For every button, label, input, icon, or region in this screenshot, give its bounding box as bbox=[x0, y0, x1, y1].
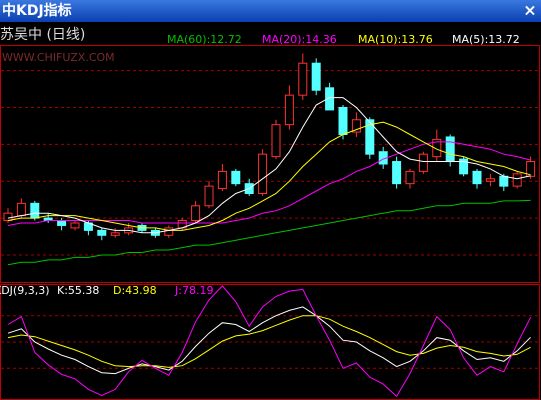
candle-body bbox=[70, 222, 80, 229]
candle-body bbox=[97, 229, 107, 236]
candle-body bbox=[271, 124, 281, 158]
legend-entry: D:43.98 bbox=[113, 284, 157, 297]
candle-body bbox=[351, 119, 361, 133]
legend-entry: MA(60):12.72 bbox=[167, 33, 242, 46]
indicator-line bbox=[7, 121, 531, 231]
candle-body bbox=[110, 232, 120, 236]
candle-body bbox=[418, 153, 428, 172]
candle-body bbox=[499, 175, 509, 187]
candle-body bbox=[57, 220, 67, 226]
candle-body bbox=[445, 136, 455, 163]
watermark: WWW.CHIFUZX.COM bbox=[2, 51, 115, 64]
candle-body bbox=[217, 170, 227, 190]
indicator-name: KDJ(9,3,3) bbox=[0, 284, 50, 297]
indicator-line bbox=[7, 199, 531, 266]
candle-body bbox=[365, 119, 375, 155]
indicator-line bbox=[7, 315, 531, 368]
candle-body bbox=[325, 87, 335, 111]
candle-body bbox=[338, 106, 348, 136]
legend-entry: MA(10):13.76 bbox=[358, 33, 433, 46]
candle-body bbox=[191, 205, 201, 222]
candle-body bbox=[284, 94, 294, 126]
candle-body bbox=[231, 170, 241, 185]
candle-body bbox=[405, 170, 415, 185]
indicator-line bbox=[7, 97, 531, 234]
candle-body bbox=[392, 161, 402, 185]
indicator-line bbox=[7, 285, 532, 398]
candle-body bbox=[3, 212, 13, 222]
close-button[interactable]: × bbox=[523, 1, 536, 20]
stock-name: 苏吴中 (日线) bbox=[0, 27, 85, 43]
legend-entry: J:78.19 bbox=[174, 284, 213, 297]
legend-entry: K:55.38 bbox=[57, 284, 99, 297]
candle-body bbox=[30, 202, 40, 219]
legend-entry: MA(5):13.72 bbox=[452, 33, 520, 46]
candle-body bbox=[472, 170, 482, 185]
indicator-line bbox=[7, 141, 531, 226]
title-bar bbox=[0, 0, 541, 22]
price-panel-frame bbox=[0, 45, 540, 283]
candle-body bbox=[298, 62, 308, 96]
candle-body bbox=[16, 202, 26, 217]
candle-body bbox=[485, 178, 495, 182]
candle-body bbox=[311, 62, 321, 91]
candle-body bbox=[204, 185, 214, 207]
window-title: 中KDJ指标 bbox=[2, 2, 72, 19]
candle-body bbox=[512, 173, 522, 187]
legend-entry: MA(20):14.36 bbox=[262, 33, 337, 46]
candle-body bbox=[459, 158, 469, 175]
indicator-line bbox=[7, 306, 531, 375]
candle-body bbox=[258, 153, 268, 195]
candle-body bbox=[432, 138, 442, 158]
candle-body bbox=[164, 227, 174, 236]
